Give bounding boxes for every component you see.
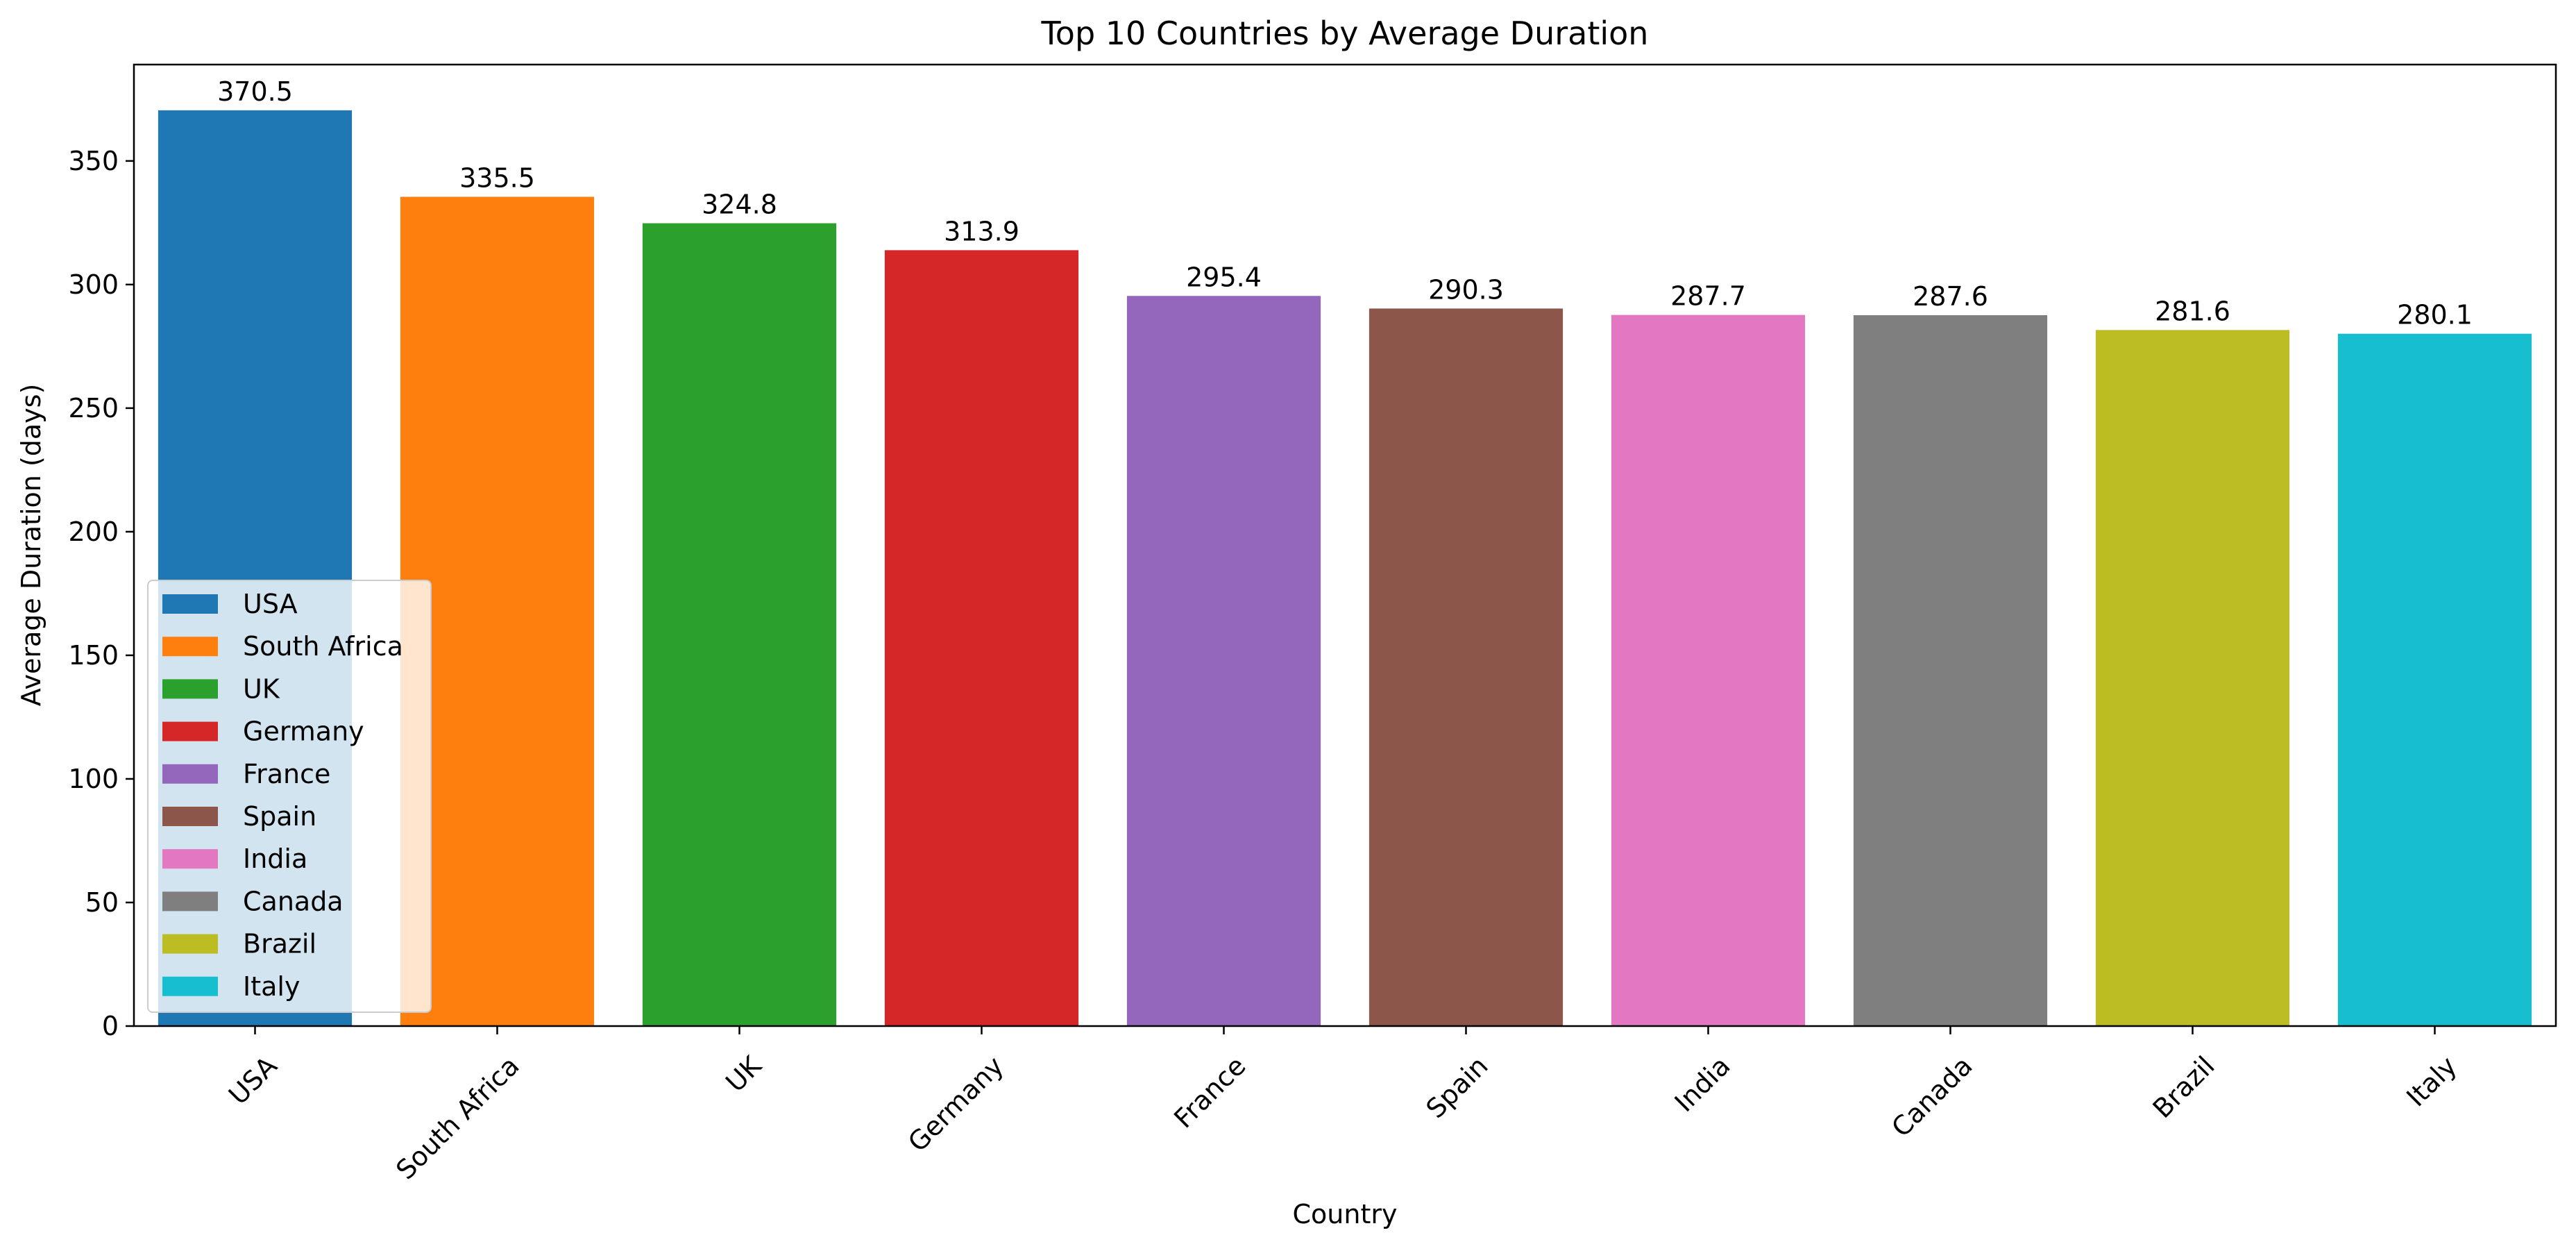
- legend: USA South Africa UK Germany France Spain India…: [147, 580, 432, 1013]
- bar-value-label: 287.7: [1670, 281, 1746, 312]
- bar-south-africa: [400, 196, 595, 1027]
- legend-swatch: [162, 849, 218, 869]
- bar-spain: [1368, 308, 1564, 1026]
- y-tick-label: 350: [68, 146, 119, 176]
- bar-uk: [642, 223, 837, 1027]
- legend-swatch: [162, 721, 218, 741]
- bar-germany: [884, 250, 1079, 1026]
- bar-canada: [1853, 315, 2048, 1026]
- legend-label: Canada: [243, 886, 344, 916]
- y-tick-label: 300: [68, 269, 119, 300]
- legend-swatch: [162, 891, 218, 912]
- legend-swatch: [162, 679, 218, 699]
- value-labels-layer: 370.5 335.5 324.8 313.9 295.4 290.3 287.7 287.6…: [217, 76, 2473, 330]
- bar-italy: [2337, 333, 2532, 1027]
- legend-swatch: [162, 807, 218, 826]
- legend-swatch: [162, 934, 218, 954]
- y-tick-label: 0: [102, 1011, 119, 1041]
- legend-label: USA: [243, 589, 298, 619]
- legend-label: France: [243, 759, 330, 789]
- bar-value-label: 313.9: [944, 216, 1019, 246]
- legend-swatch: [162, 976, 218, 996]
- y-axis-label: Average Duration (days): [16, 384, 46, 707]
- chart-title: Top 10 Countries by Average Duration: [1041, 15, 1649, 52]
- bar-value-label: 290.3: [1428, 274, 1504, 305]
- y-tick-label: 100: [68, 764, 119, 794]
- y-tick-label: 150: [68, 640, 119, 671]
- legend-swatch: [162, 764, 218, 784]
- legend-label: Germany: [243, 716, 364, 747]
- bar-value-label: 370.5: [217, 76, 293, 107]
- bar-india: [1611, 314, 1806, 1026]
- legend-label: Brazil: [243, 929, 316, 959]
- bar-france: [1126, 296, 1321, 1026]
- legend-label: South Africa: [243, 631, 403, 662]
- legend-label: Spain: [243, 801, 316, 832]
- bar-value-label: 280.1: [2397, 300, 2473, 330]
- plot-frame: [133, 63, 2557, 1027]
- bar-value-label: 324.8: [702, 190, 777, 220]
- legend-swatch: [162, 594, 218, 614]
- y-tick-label: 200: [68, 517, 119, 547]
- bar-value-label: 287.6: [1913, 281, 1988, 312]
- legend-label: Italy: [243, 971, 300, 1002]
- bar-brazil: [2095, 330, 2290, 1026]
- legend-swatch: [162, 637, 218, 657]
- legend-box: [147, 580, 432, 1013]
- bar-value-label: 281.6: [2155, 296, 2230, 326]
- y-tick-label: 250: [68, 393, 119, 423]
- x-axis-label: Country: [1293, 1199, 1398, 1229]
- bar-value-label: 295.4: [1186, 262, 1262, 292]
- y-axis: 0 50 100 150 200 250 300 350: [68, 146, 134, 1041]
- bar-value-label: 335.5: [459, 162, 535, 193]
- legend-label: India: [243, 843, 307, 874]
- legend-label: UK: [243, 673, 280, 704]
- y-tick-label: 50: [85, 887, 119, 918]
- bars-layer: [158, 110, 2532, 1027]
